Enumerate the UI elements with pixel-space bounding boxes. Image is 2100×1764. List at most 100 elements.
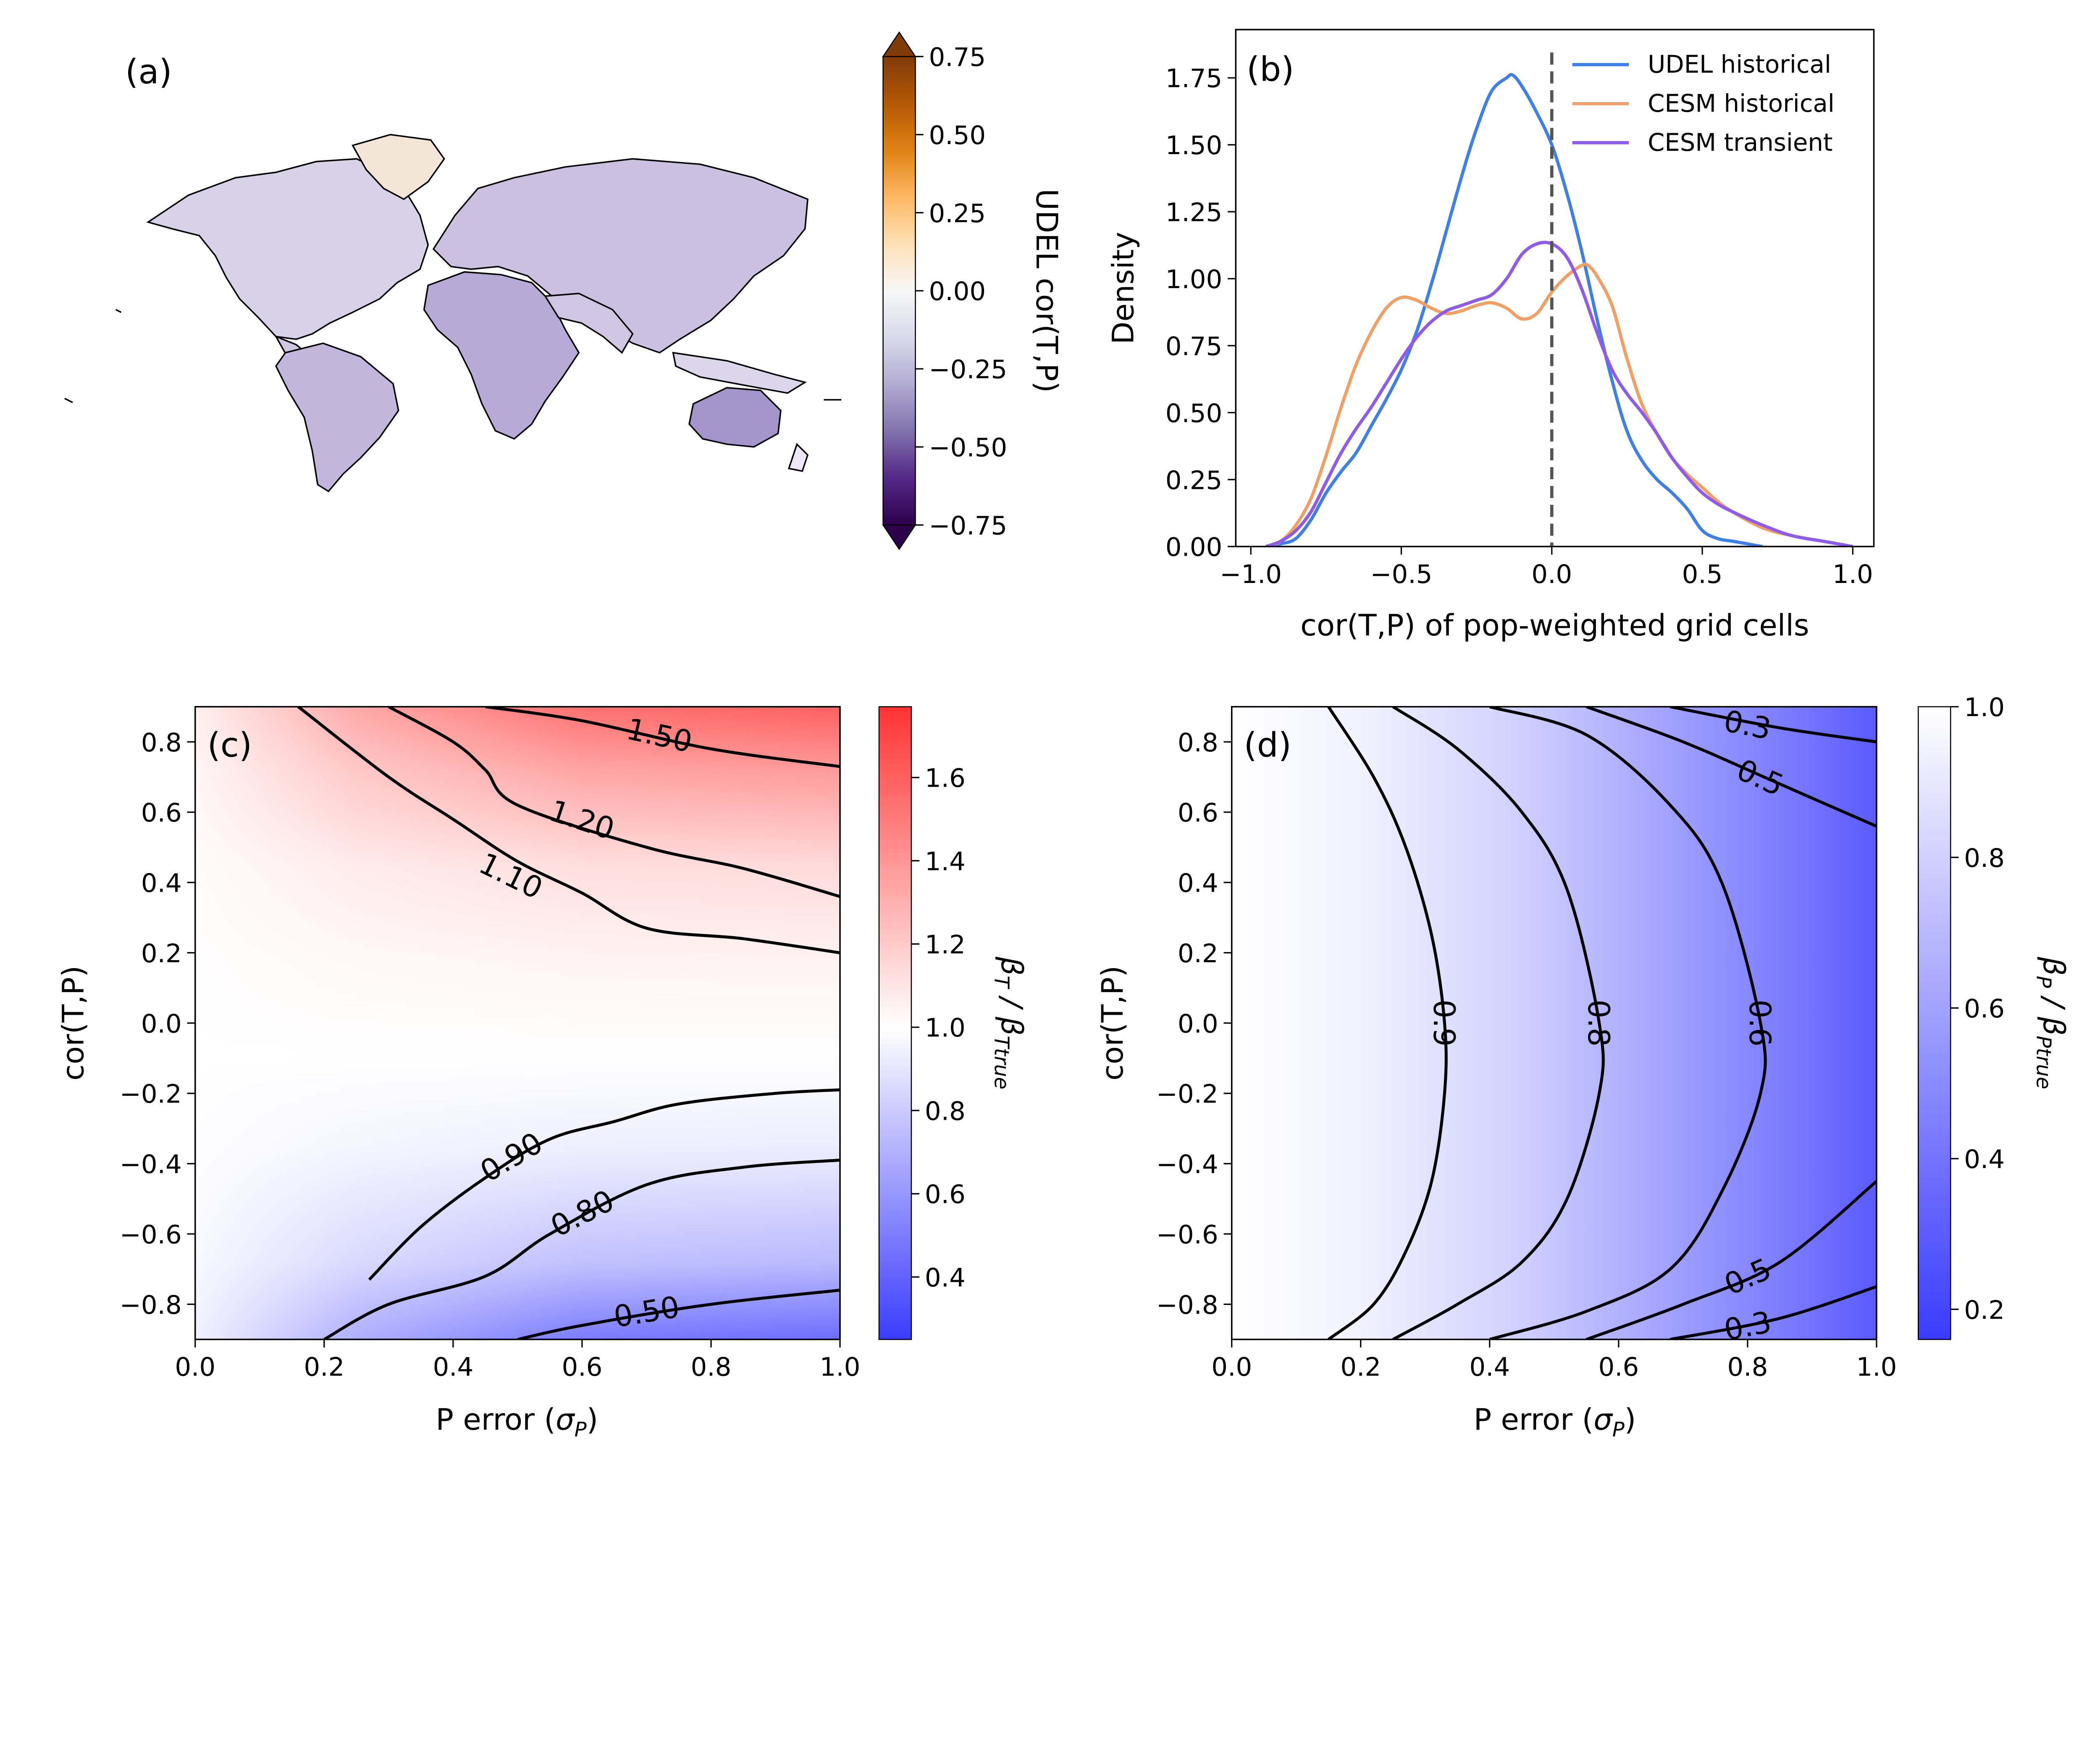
colorbar-c-label: βT / βTtrue [990, 956, 1029, 1089]
map-new-zealand [788, 443, 809, 472]
panel-d-ytick-label: −0.8 [1156, 1290, 1218, 1320]
map-greenland [352, 134, 445, 200]
panel-c-ytick-label: 0.4 [141, 869, 182, 898]
panel-b-xtick-label: 0.0 [1531, 559, 1572, 589]
panel-c-xtick-label: 0.2 [304, 1352, 344, 1382]
colorbar-d-label: βP / βPtrue [2032, 956, 2071, 1089]
map-north-america [146, 158, 429, 340]
panel-d-ytick-label: 0.0 [1178, 1009, 1218, 1039]
colorbar-d-scale [1918, 706, 1951, 1340]
panel-b-xtick-label: −0.5 [1370, 559, 1433, 589]
panel-c-colorbar-tick-label: 1.2 [925, 930, 966, 960]
panel-d-ytick-label: 0.8 [1178, 728, 1218, 758]
panel-c-colorbar-tick-label: 0.4 [925, 1263, 966, 1293]
panel-c-contour-line [485, 706, 840, 768]
panel-d-contour-label: 0.9 [1427, 1000, 1461, 1047]
panel-c-ytick-label: 0.6 [141, 798, 182, 828]
panel-d-contour-line [1489, 706, 1767, 1340]
panel-c-ytick-label: 0.0 [141, 1009, 182, 1039]
panel-c-ylabel: cor(T,P) [56, 966, 91, 1081]
panel-d-contour-line [1586, 706, 1877, 828]
panel-c-xtick-label: 0.4 [433, 1352, 473, 1382]
panel-c-xtick-label: 0.6 [562, 1352, 602, 1382]
panel-d-field [1231, 706, 1877, 1340]
map-africa [423, 271, 580, 440]
legend-label: UDEL historical [1648, 50, 1831, 79]
colorbar-a-extend-top [882, 31, 916, 57]
panel-d-ytick-label: −0.2 [1156, 1079, 1218, 1109]
panel-c-ytick-label: −0.6 [120, 1220, 182, 1250]
panel-b-ytick-label: 0.50 [1166, 399, 1223, 428]
panel-c-colorbar-tick-label: 0.8 [925, 1096, 966, 1126]
panel-c-xtick-label: 0.8 [691, 1352, 732, 1382]
panel-b: −1.0 −0.5 0.0 0.5 1.0 0.00 0.25 0.50 0.75 1.00 1.2… [1106, 29, 1875, 643]
panel-c-contour-line [323, 1158, 840, 1340]
panel-b-frame [1235, 29, 1875, 548]
panel-a-label: (a) [125, 52, 172, 92]
colorbar-a-tick-label: −0.75 [929, 511, 1008, 541]
panel-b-plot-area [1265, 52, 1853, 547]
panel-c-xlabel: P error (σP) [436, 1402, 598, 1441]
panel-c-field-shading [195, 706, 840, 1340]
panel-d-colorbar-tick-label: 0.2 [1964, 1295, 2005, 1325]
map-small-islands [64, 309, 842, 403]
panel-b-legend: UDEL historical CESM historical CESM trans… [1572, 50, 1835, 157]
panel-d-xtick-label: 1.0 [1856, 1352, 1897, 1382]
panel-d-xtick-label: 0.6 [1598, 1352, 1639, 1382]
map-australia [688, 387, 782, 448]
panel-d: 0.9 0.8 0.60.50.30.50.3 (d) 0.0 0.2 0.4 0.6 0.… [1095, 693, 2071, 1441]
panel-d-colorbar-tick-label: 1.0 [1964, 693, 2005, 722]
panel-a: (a) [64, 31, 1064, 551]
panel-c-colorbar-tick-label: 0.6 [925, 1180, 966, 1210]
panel-d-colorbar-tick-label: 0.8 [1964, 843, 2005, 873]
panel-b-ytick-label: 1.25 [1166, 198, 1223, 228]
colorbar-a: 0.75 0.50 0.25 0.00 −0.25 −0.50 −0.75 UDEL cor… [882, 31, 1064, 551]
colorbar-a-tick-label: −0.25 [929, 355, 1008, 385]
panel-c-ytick-label: 0.8 [141, 728, 182, 758]
panel-d-contour-line [1670, 1285, 1877, 1340]
panel-b-ylabel: Density [1106, 232, 1141, 344]
panel-d-label: (d) [1244, 725, 1292, 764]
world-map [64, 134, 842, 493]
panel-b-ytick-label: 1.75 [1166, 64, 1223, 94]
colorbar-a-scale [882, 56, 916, 526]
map-eurasia [432, 158, 808, 354]
panel-c-ytick-label: 0.2 [141, 939, 182, 969]
panel-b-ytick-label: 0.75 [1166, 331, 1223, 361]
map-south-america [275, 342, 399, 493]
panel-c-label: (c) [207, 725, 252, 764]
panel-d-xtick-label: 0.4 [1469, 1352, 1510, 1382]
figure: (a) [56, 29, 2071, 1441]
panel-d-contour-label: 0.6 [1743, 1000, 1777, 1047]
panel-d-ytick-label: 0.4 [1178, 869, 1218, 898]
colorbar-a-tick-label: 0.00 [929, 277, 986, 307]
panel-c-xtick-label: 1.0 [820, 1352, 861, 1382]
panel-c-contour-line [517, 1289, 840, 1340]
legend-label: CESM historical [1648, 89, 1835, 118]
panel-b-xtick-label: 1.0 [1832, 559, 1873, 589]
panel-d-ylabel: cor(T,P) [1095, 966, 1130, 1081]
panel-c-xtick-label: 0.0 [175, 1352, 215, 1382]
panel-d-colorbar-tick-label: 0.4 [1964, 1144, 2005, 1174]
panel-b-xtick-label: −1.0 [1220, 559, 1282, 589]
figure-canvas: (a) [56, 29, 2071, 1441]
panel-d-contour-label-text: 0.8 [1581, 1000, 1616, 1047]
panel-b-xlabel: cor(T,P) of pop-weighted grid cells [1300, 608, 1809, 643]
panel-b-ytick-label: 1.00 [1166, 265, 1223, 294]
panel-d-contour-label-text: 0.6 [1743, 1000, 1777, 1047]
panel-c-colorbar-tick-label: 1.0 [925, 1013, 966, 1043]
panel-c-contour-line [388, 706, 840, 898]
panel-d-contour-line [1586, 1180, 1877, 1340]
panel-d-colorbar-tick-label: 0.6 [1964, 994, 2005, 1024]
panel-c-contour-line [368, 1088, 840, 1281]
panel-c-ytick-label: −0.8 [120, 1290, 182, 1320]
density-line-cesm-historical [1265, 262, 1853, 547]
panel-c-ytick-label: −0.4 [120, 1150, 182, 1179]
colorbar-a-tick-label: 0.25 [929, 199, 986, 228]
panel-b-xtick-label: 0.5 [1682, 559, 1723, 589]
colorbar-a-tick-label: 0.75 [929, 42, 986, 72]
panel-d-contour-line [1327, 706, 1448, 1340]
panel-d-xtick-label: 0.8 [1727, 1352, 1768, 1382]
panel-d-xtick-label: 0.2 [1340, 1352, 1381, 1382]
panel-d-ytick-label: 0.2 [1178, 939, 1218, 969]
